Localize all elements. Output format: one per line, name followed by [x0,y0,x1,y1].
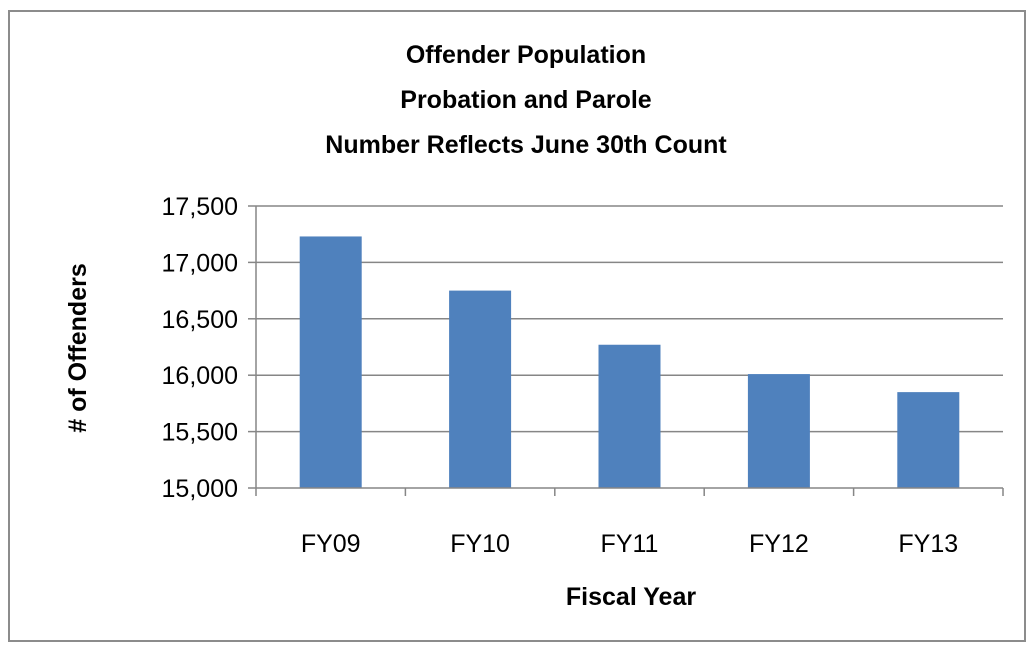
chart-title-line-3: Number Reflects June 30th Count [325,131,727,159]
bar-fy13 [897,392,960,488]
chart-title: Offender Population Probation and Parole… [325,41,727,159]
x-tick-labels: FY09 FY10 FY11 FY12 FY13 [301,530,958,558]
x-tick-label: FY10 [450,530,510,558]
chart-title-line-2: Probation and Parole [400,86,652,114]
y-tick-label: 16,500 [162,306,238,334]
chart-frame [8,10,1026,642]
y-tick-label: 17,000 [162,249,238,277]
bar-fy11 [598,344,661,488]
chart-title-line-1: Offender Population [406,41,646,69]
x-tick-label: FY13 [898,530,958,558]
y-axis-title: # of Offenders [64,263,92,432]
axes [248,205,1004,496]
bar-fy09 [299,236,362,488]
bars [299,236,960,488]
x-tick-label: FY09 [301,530,361,558]
bar-fy10 [449,290,512,488]
y-tick-label: 15,500 [162,419,238,447]
bar-fy12 [747,374,810,488]
y-tick-label: 15,000 [162,475,238,503]
x-tick-label: FY12 [749,530,809,558]
x-tick-label: FY11 [601,530,659,558]
y-tick-label: 16,000 [162,362,238,390]
y-tick-label: 17,500 [162,193,238,221]
y-tick-labels: 15,000 15,500 16,000 16,500 17,000 17,500 [162,193,238,503]
x-axis-title: Fiscal Year [566,583,696,611]
